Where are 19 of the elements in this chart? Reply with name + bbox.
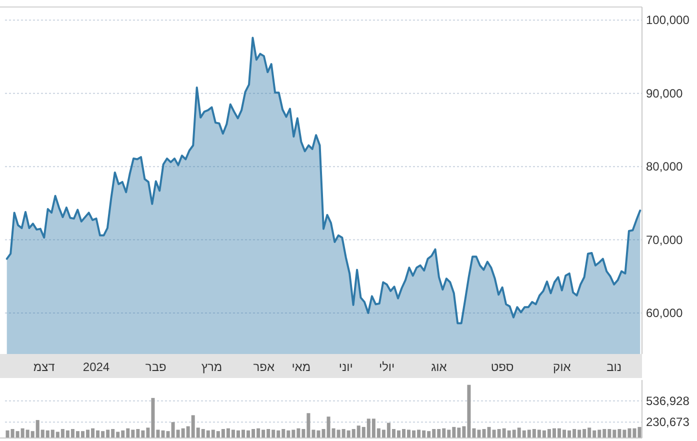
y-tick-label: 70,000 bbox=[646, 232, 684, 247]
x-tick-label: אוג bbox=[431, 360, 448, 374]
x-tick-label: ספט bbox=[490, 360, 514, 374]
x-tick-label: דצמ bbox=[33, 360, 56, 374]
x-tick-label: אפר bbox=[253, 360, 275, 374]
y-tick-label: 80,000 bbox=[646, 160, 684, 174]
x-tick-label: פבר bbox=[145, 360, 166, 374]
y-tick-label: 90,000 bbox=[646, 86, 684, 100]
x-tick-label: 2024 bbox=[82, 360, 110, 374]
x-tick-label: מרץ bbox=[201, 360, 222, 374]
y-tick-label: 100,000 bbox=[646, 13, 690, 28]
y-tick-label: 230,673 bbox=[646, 415, 690, 430]
x-tick-label: נוב bbox=[606, 360, 622, 374]
y-tick-label: 60,000 bbox=[646, 306, 684, 320]
x-tick-label: אוק bbox=[553, 360, 572, 374]
x-tick-label: יוני bbox=[338, 360, 353, 374]
x-tick-label: מאי bbox=[292, 360, 311, 374]
y-tick-label: 536,928 bbox=[646, 394, 690, 408]
x-tick-label: יולי bbox=[378, 360, 395, 374]
